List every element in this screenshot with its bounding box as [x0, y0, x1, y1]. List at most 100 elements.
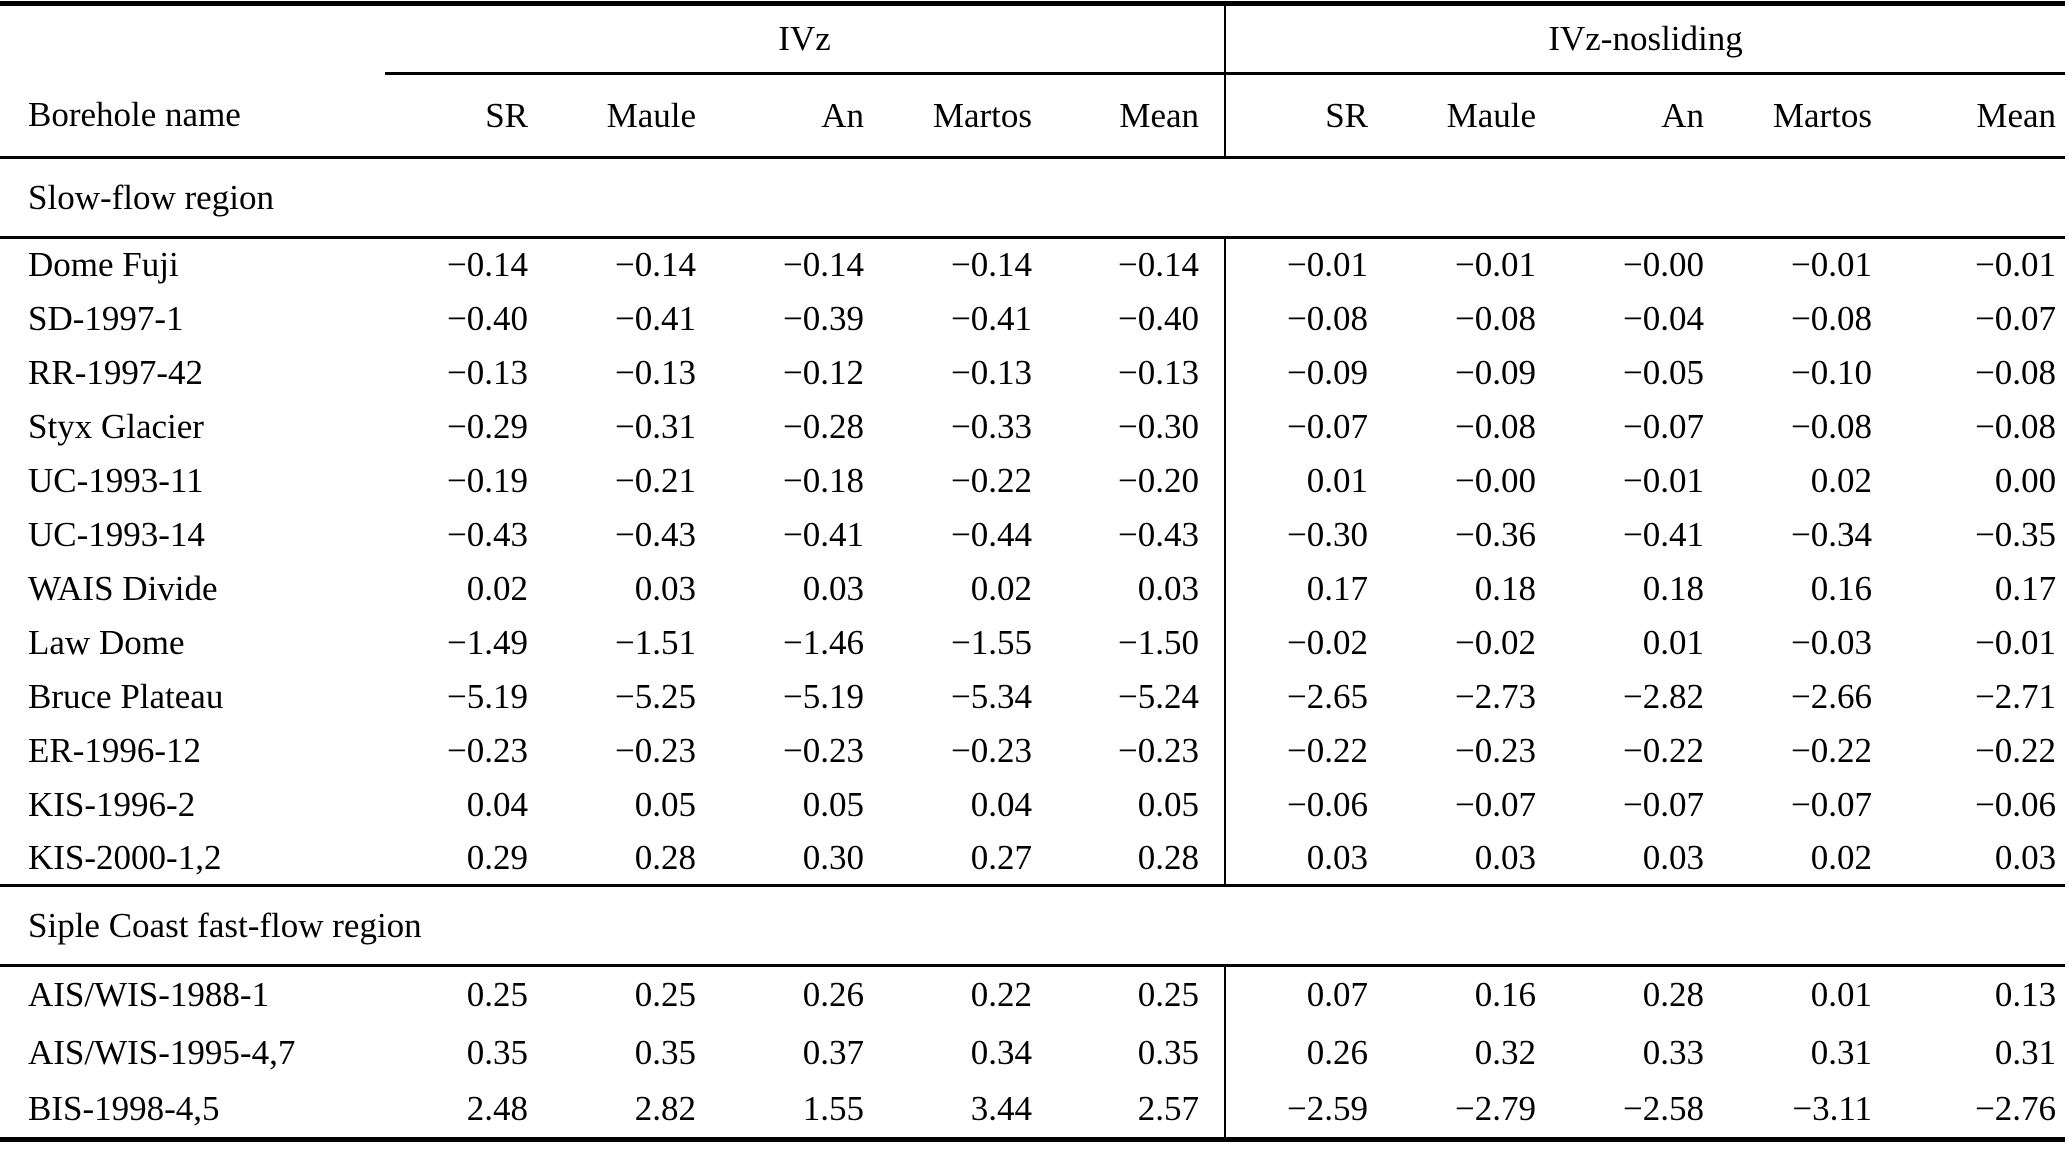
value-cell: −0.22: [1791, 730, 1873, 770]
value-cell: −0.06: [1975, 784, 2057, 824]
value-cell: −0.00: [1455, 460, 1537, 500]
table-row: Dome Fuji −0.14 −0.14 −0.14 −0.14 −0.14 …: [0, 237, 2065, 292]
value-cell: −0.01: [1455, 245, 1537, 285]
value-cell: 0.03: [1994, 837, 2057, 877]
value-cell: −2.59: [1224, 1081, 1394, 1140]
value-cell: −5.25: [615, 676, 696, 716]
col-header-maule: Maule: [1393, 73, 1562, 159]
value-cell: −5.34: [951, 676, 1032, 716]
value-cell: 0.17: [1994, 568, 2057, 608]
value-cell: −2.79: [1455, 1089, 1537, 1129]
value-cell: −1.55: [951, 622, 1032, 662]
value-cell: −0.13: [615, 352, 696, 392]
borehole-name-cell: KIS-2000-1,2: [28, 837, 222, 877]
value-cell: 3.44: [970, 1089, 1032, 1129]
value-cell: 0.30: [802, 837, 864, 877]
value-cell: 0.27: [970, 837, 1032, 877]
table-row: BIS-1998-4,5 2.48 2.82 1.55 3.44 2.57 −2…: [0, 1081, 2065, 1140]
value-cell: −0.13: [1118, 352, 1200, 392]
value-cell: −0.40: [447, 298, 528, 338]
value-cell: −0.43: [447, 514, 528, 554]
value-cell: 2.82: [634, 1089, 696, 1129]
value-cell: −3.11: [1792, 1089, 1873, 1129]
value-cell: −0.07: [1791, 784, 1873, 824]
borehole-name-cell: Law Dome: [28, 622, 185, 662]
value-cell: −1.49: [447, 622, 528, 662]
value-cell: 0.04: [466, 784, 528, 824]
value-cell: 0.37: [802, 1032, 864, 1072]
borehole-name-cell: ER-1996-12: [28, 730, 202, 770]
value-cell: 0.25: [1137, 975, 1200, 1015]
table-row: ER-1996-12 −0.23 −0.23 −0.23 −0.23 −0.23…: [0, 723, 2065, 778]
table-row: RR-1997-42 −0.13 −0.13 −0.12 −0.13 −0.13…: [0, 345, 2065, 400]
group-label-ivz-nosliding: IVz-nosliding: [1224, 3, 2066, 75]
value-cell: 0.05: [802, 784, 864, 824]
section-label: Slow-flow region: [0, 156, 2066, 239]
value-cell: 0.22: [970, 975, 1032, 1015]
group-header-row: IVz IVz-nosliding: [0, 3, 2066, 75]
value-cell: −1.46: [783, 622, 864, 662]
value-cell: −0.08: [1791, 406, 1873, 446]
value-cell: −0.34: [1791, 514, 1873, 554]
value-cell: −0.09: [1455, 352, 1537, 392]
borehole-name-cell: BIS-1998-4,5: [28, 1089, 220, 1129]
value-cell: 0.28: [634, 837, 696, 877]
value-cell: −0.14: [951, 245, 1032, 285]
value-cell: −0.08: [1975, 352, 2057, 392]
value-cell: 0.18: [1474, 568, 1537, 608]
value-cell: 0.16: [1810, 568, 1873, 608]
value-cell: −0.23: [447, 730, 528, 770]
value-cell: 2.48: [466, 1089, 528, 1129]
value-cell: 0.31: [1994, 1032, 2057, 1072]
value-cell: −0.01: [1975, 622, 2057, 662]
value-cell: −0.29: [447, 406, 528, 446]
value-cell: 0.32: [1474, 1032, 1537, 1072]
value-cell: −0.01: [1224, 237, 1394, 292]
value-cell: −0.07: [1975, 298, 2057, 338]
value-cell: −0.35: [1975, 514, 2057, 554]
value-cell: 0.05: [634, 784, 696, 824]
value-cell: −0.40: [1118, 298, 1200, 338]
value-cell: −2.73: [1455, 676, 1537, 716]
value-cell: −0.22: [1224, 723, 1394, 778]
value-cell: 0.03: [1474, 837, 1537, 877]
value-cell: −0.23: [951, 730, 1032, 770]
value-cell: 0.02: [1810, 460, 1873, 500]
table-row: AIS/WIS-1995-4,7 0.35 0.35 0.37 0.34 0.3…: [0, 1023, 2065, 1082]
value-cell: −2.65: [1224, 669, 1394, 724]
section-label: Siple Coast fast-flow region: [0, 884, 2066, 967]
value-cell: −0.39: [783, 298, 864, 338]
col-header-an: An: [721, 73, 889, 159]
borehole-name-cell: UC-1993-14: [28, 514, 205, 554]
value-cell: 0.35: [634, 1032, 696, 1072]
borehole-name-cell: SD-1997-1: [28, 298, 184, 338]
section-header-row: Slow-flow region: [0, 156, 2066, 239]
value-cell: 0.26: [1224, 1023, 1394, 1082]
value-cell: −0.18: [783, 460, 864, 500]
value-cell: −0.23: [615, 730, 696, 770]
value-cell: 0.03: [1224, 831, 1394, 886]
value-cell: −0.00: [1623, 245, 1705, 285]
value-cell: −0.08: [1975, 406, 2057, 446]
borehole-name-cell: WAIS Divide: [28, 568, 218, 608]
col-header-an: An: [1561, 73, 1730, 159]
col-header-mean: Mean: [1897, 73, 2066, 159]
value-cell: −0.41: [1623, 514, 1705, 554]
borehole-name-cell: Styx Glacier: [28, 406, 204, 446]
value-cell: −5.24: [1118, 676, 1200, 716]
borehole-name-cell: AIS/WIS-1988-1: [28, 975, 270, 1015]
value-cell: 0.02: [466, 568, 528, 608]
table-row: Styx Glacier −0.29 −0.31 −0.28 −0.33 −0.…: [0, 399, 2065, 454]
borehole-name-cell: Dome Fuji: [28, 245, 179, 285]
value-cell: 0.03: [634, 568, 696, 608]
value-cell: 0.01: [1810, 975, 1873, 1015]
value-cell: 0.17: [1224, 561, 1394, 616]
table-row: AIS/WIS-1988-1 0.25 0.25 0.26 0.22 0.25 …: [0, 965, 2065, 1024]
value-cell: −0.41: [951, 298, 1032, 338]
value-cell: 0.03: [1137, 568, 1200, 608]
value-cell: −2.76: [1975, 1089, 2057, 1129]
value-cell: −0.41: [615, 298, 696, 338]
value-cell: 0.35: [1137, 1032, 1200, 1072]
value-cell: −2.71: [1975, 676, 2057, 716]
value-cell: 2.57: [1137, 1089, 1200, 1129]
